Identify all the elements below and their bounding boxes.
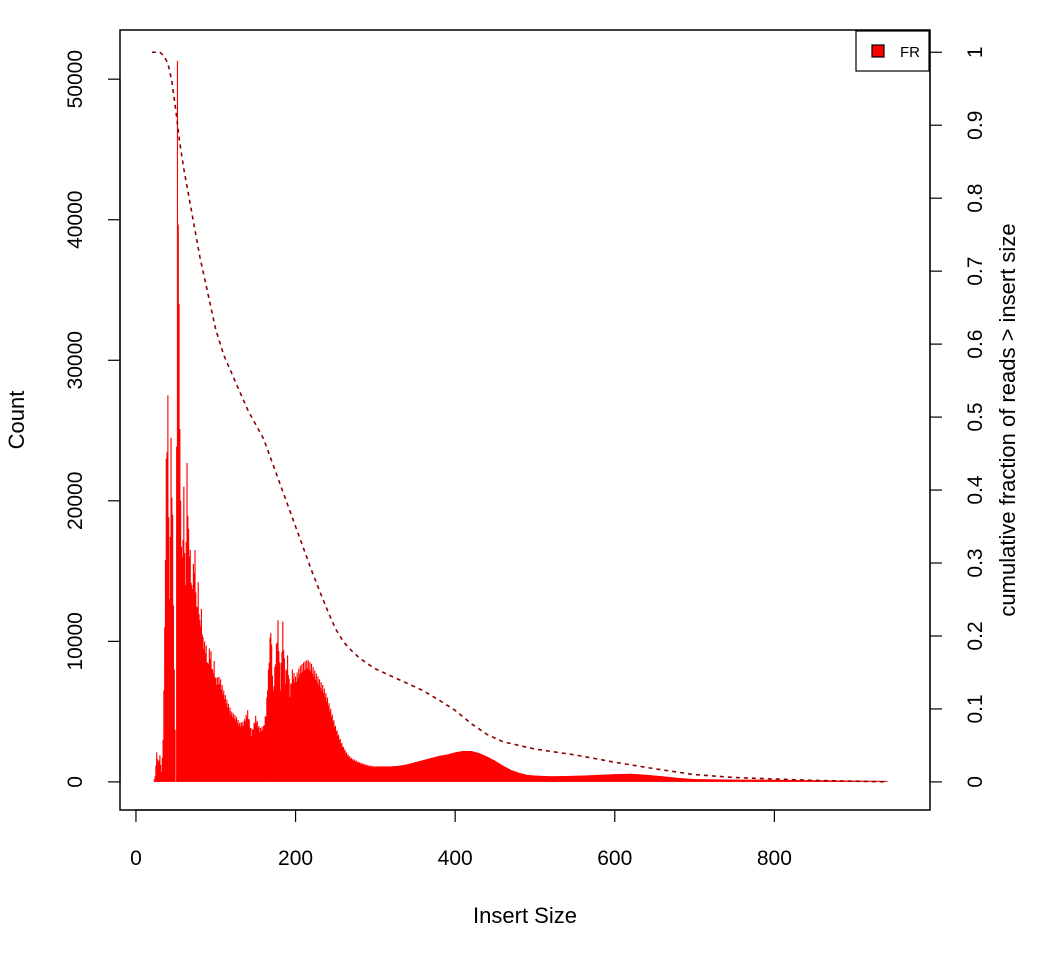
cumulative-fraction-line (151, 51, 887, 783)
y-tick-label: 40000 (64, 191, 87, 249)
y2-tick-label: 0.6 (964, 330, 987, 359)
y2-tick-label: 0 (964, 776, 987, 788)
y2-tick-label: 0.2 (964, 621, 987, 650)
y-tick-label: 0 (64, 776, 87, 788)
x-tick-label: 0 (130, 847, 142, 870)
y2-tick-label: 0.1 (964, 694, 987, 723)
y-tick-label: 30000 (64, 331, 87, 389)
x-tick-label: 200 (278, 847, 313, 870)
legend-swatch (871, 44, 885, 58)
legend-label: FR (900, 44, 920, 61)
y2-axis-title: cumulative fraction of reads > insert si… (995, 223, 1020, 616)
y-tick-label: 50000 (64, 50, 87, 108)
histogram-bars (153, 60, 888, 782)
y2-tick-label: 0.4 (964, 475, 987, 505)
y2-tick-label: 0.7 (964, 257, 987, 286)
y-axis-left: 0 10000 20000 30000 40000 50000 (64, 50, 121, 788)
y2-tick-label: 1 (964, 46, 987, 58)
y-tick-label: 20000 (64, 472, 87, 530)
x-axis-title: Insert Size (473, 903, 577, 928)
y2-tick-label: 0.9 (964, 111, 987, 140)
legend-box (855, 30, 930, 72)
x-tick-label: 800 (757, 847, 792, 870)
y-axis-title: Count (4, 391, 29, 450)
x-tick-label: 400 (438, 847, 473, 870)
y-tick-label: 10000 (64, 612, 87, 670)
y2-tick-label: 0.8 (964, 184, 987, 213)
y-axis-right: 0 0.1 0.2 0.3 0.4 0.5 0.6 0.7 0.8 0.9 1 (929, 46, 987, 788)
x-axis: 0 200 400 600 800 (130, 809, 792, 870)
legend: FR (855, 30, 930, 72)
y2-tick-label: 0.5 (964, 402, 987, 431)
y2-tick-label: 0.3 (964, 548, 987, 577)
x-tick-label: 600 (597, 847, 632, 870)
cumulative-line-layer (151, 51, 887, 783)
